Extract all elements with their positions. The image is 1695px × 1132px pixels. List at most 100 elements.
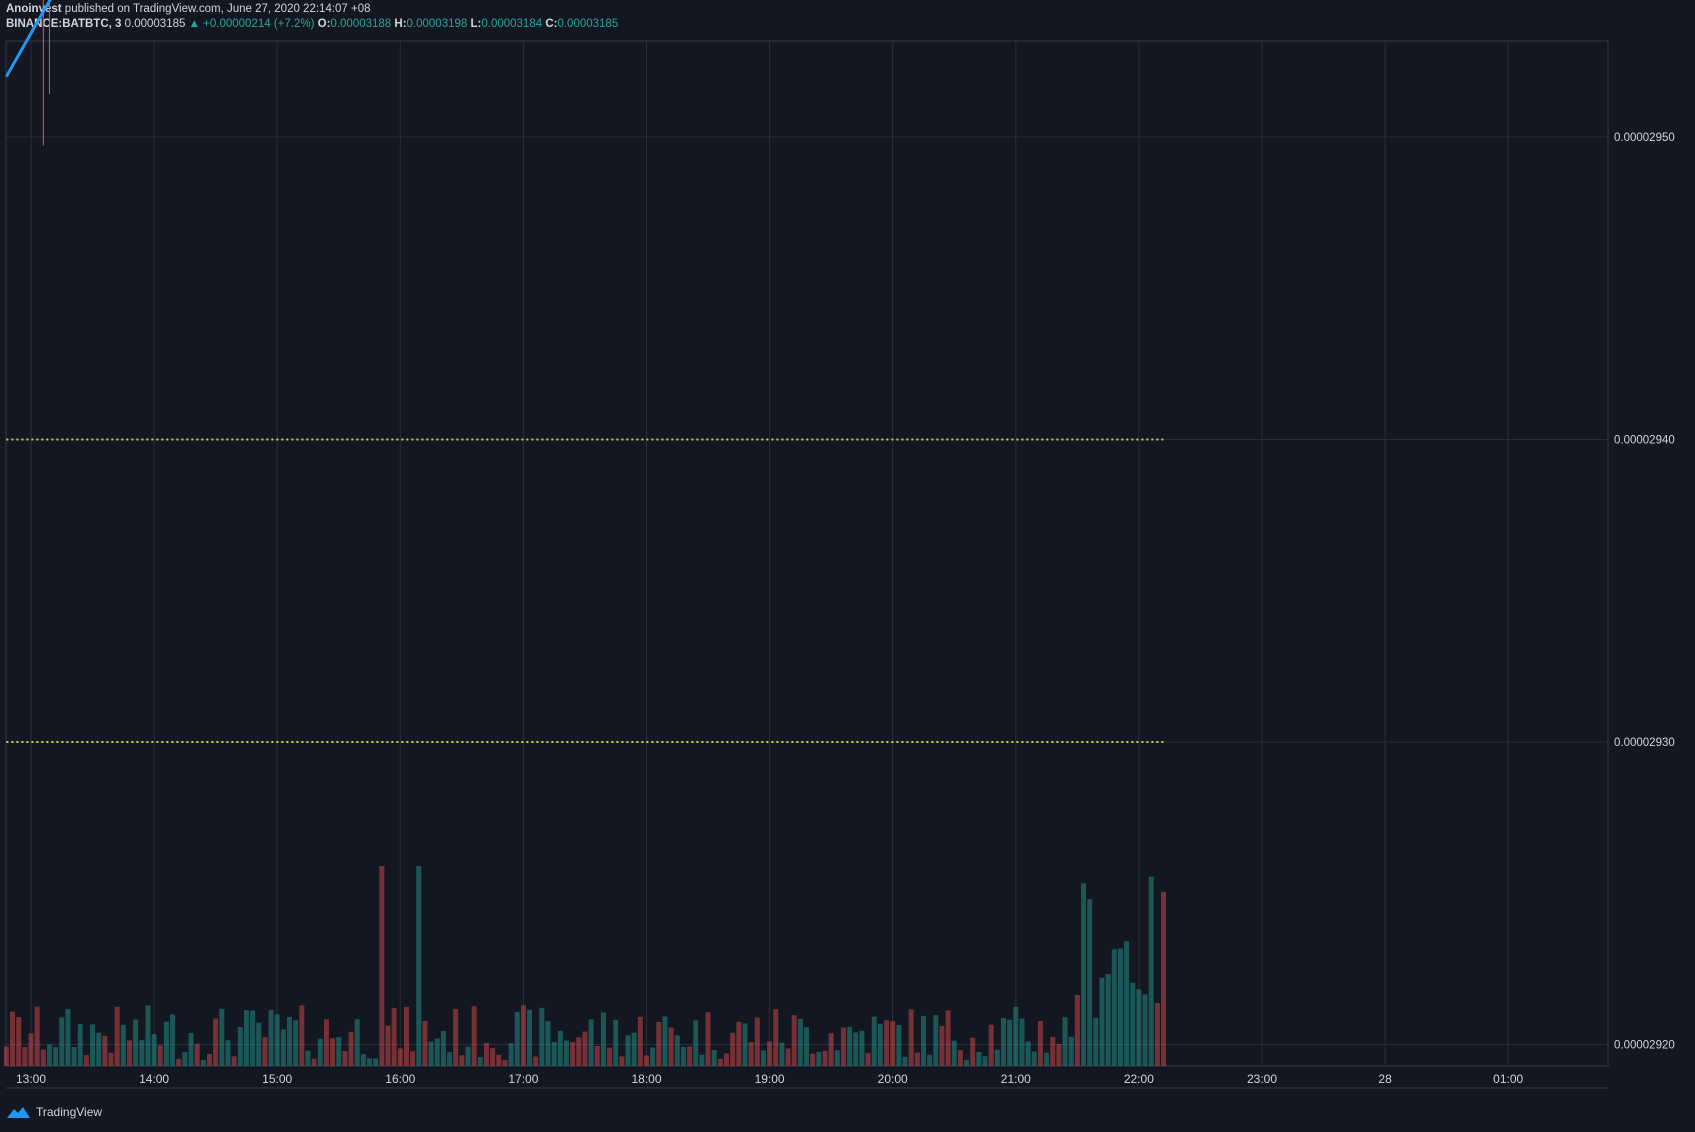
volume-bar xyxy=(1087,899,1093,1066)
volume-bar xyxy=(662,1016,668,1066)
high-label: H: xyxy=(394,18,407,30)
x-tick-label: 16:00 xyxy=(385,1072,415,1086)
y-tick-label: 0.00002950 xyxy=(1614,132,1675,144)
volume-bar xyxy=(1037,1021,1043,1066)
volume-bar xyxy=(1025,1041,1031,1066)
publish-text: published on TradingView.com, June 27, 2… xyxy=(64,3,371,15)
volume-bar xyxy=(988,1024,994,1066)
volume-bar xyxy=(508,1043,514,1066)
y-tick-label: 0.00002930 xyxy=(1614,737,1675,749)
volume-bar xyxy=(594,1045,600,1066)
volume-bar xyxy=(760,1050,766,1066)
volume-bar xyxy=(970,1037,976,1066)
volume-bar xyxy=(182,1051,188,1066)
volume-bar xyxy=(637,1016,643,1066)
volume-bar xyxy=(219,1008,225,1066)
volume-bar xyxy=(379,866,385,1066)
volume-bar xyxy=(287,1016,293,1066)
volume-bar xyxy=(951,1040,957,1066)
volume-bar xyxy=(1007,1019,1013,1066)
volume-bar xyxy=(176,1058,182,1066)
y-tick-label: 0.00002940 xyxy=(1614,435,1675,447)
volume-bar xyxy=(440,1031,446,1066)
volume-bar xyxy=(151,1034,157,1066)
volume-bar xyxy=(1142,994,1148,1066)
volume-bar xyxy=(896,1024,902,1066)
volume-bar xyxy=(114,1006,120,1066)
volume-bar xyxy=(1136,989,1142,1066)
x-tick-label: 17:00 xyxy=(508,1072,538,1086)
plot-frame xyxy=(5,40,1609,1067)
volume-bar xyxy=(502,1059,508,1066)
volume-bar xyxy=(65,1009,71,1066)
volume-bar xyxy=(945,1010,951,1066)
volume-bar xyxy=(563,1040,569,1066)
volume-bar xyxy=(490,1048,496,1066)
volume-bar xyxy=(194,1043,200,1066)
volume-bar xyxy=(644,1055,649,1066)
volume-bar xyxy=(1148,876,1154,1066)
volume-bar xyxy=(434,1038,440,1066)
volume-bar xyxy=(890,1021,896,1066)
volume-bar xyxy=(354,1019,360,1066)
volume-bar xyxy=(748,1042,754,1066)
volume-bar xyxy=(570,1041,576,1066)
x-tick-label: 01:00 xyxy=(1493,1072,1523,1086)
volume-bar xyxy=(668,1027,674,1066)
volume-bar xyxy=(373,1058,379,1066)
x-tick-label: 20:00 xyxy=(878,1072,908,1086)
volume-bar xyxy=(982,1056,988,1066)
volume-bar xyxy=(323,1019,329,1066)
volume-bar xyxy=(822,1050,828,1066)
volume-bar xyxy=(1000,1018,1006,1066)
volume-bar xyxy=(237,1026,243,1066)
volume-bar xyxy=(680,1046,686,1066)
x-tick-label: 23:00 xyxy=(1247,1072,1277,1086)
volume-bar xyxy=(170,1014,176,1066)
last-value: 0.00003185 xyxy=(124,18,186,30)
volume-bar xyxy=(1154,1002,1160,1066)
volume-bar xyxy=(791,1015,797,1066)
axes: 0.00002950 0.00002940 0.00002930 0.00002920… xyxy=(16,132,1675,1086)
x-tick-label: 18:00 xyxy=(631,1072,661,1086)
volume-bar xyxy=(613,1019,619,1066)
volume-bar xyxy=(797,1018,803,1066)
volume-bar xyxy=(305,1050,311,1066)
volume-bar xyxy=(816,1051,822,1066)
moving-average xyxy=(5,0,52,78)
volume-bar xyxy=(1019,1018,1025,1066)
volume-bar xyxy=(422,1021,428,1066)
volume-bar xyxy=(711,1049,717,1066)
volume-bar xyxy=(865,1053,871,1066)
candles[interactable] xyxy=(4,0,1166,146)
grid xyxy=(5,40,1609,1089)
tradingview-logo[interactable]: TradingView xyxy=(6,1104,102,1120)
volume-bar xyxy=(1056,1043,1062,1066)
close-label: C: xyxy=(545,18,558,30)
volume-bar xyxy=(317,1038,323,1066)
volume-bar xyxy=(884,1020,890,1066)
volume-bar xyxy=(330,1038,336,1066)
volume-bar xyxy=(767,1041,773,1066)
volume-bar xyxy=(840,1027,846,1066)
volume-bar xyxy=(53,1047,59,1066)
volume-bar xyxy=(1105,973,1111,1066)
volume-bar xyxy=(1050,1036,1056,1066)
volume-bar xyxy=(773,1009,779,1066)
volume-bar xyxy=(1031,1051,1037,1066)
volume-bar xyxy=(877,1023,883,1066)
volume-bar xyxy=(957,1050,963,1066)
volume-bar xyxy=(163,1021,169,1066)
volume-bar xyxy=(656,1022,662,1066)
volume-bar xyxy=(367,1058,373,1066)
x-tick-label: 22:00 xyxy=(1124,1072,1154,1086)
x-tick-label: 19:00 xyxy=(755,1072,785,1086)
volume-bar xyxy=(96,1032,102,1066)
volume-bar xyxy=(902,1056,908,1066)
volume-bar xyxy=(157,1045,163,1066)
volume-bar xyxy=(311,1058,317,1066)
volume-bar xyxy=(90,1024,96,1066)
volume-bar xyxy=(83,1055,89,1066)
volume-bar xyxy=(256,1022,262,1066)
